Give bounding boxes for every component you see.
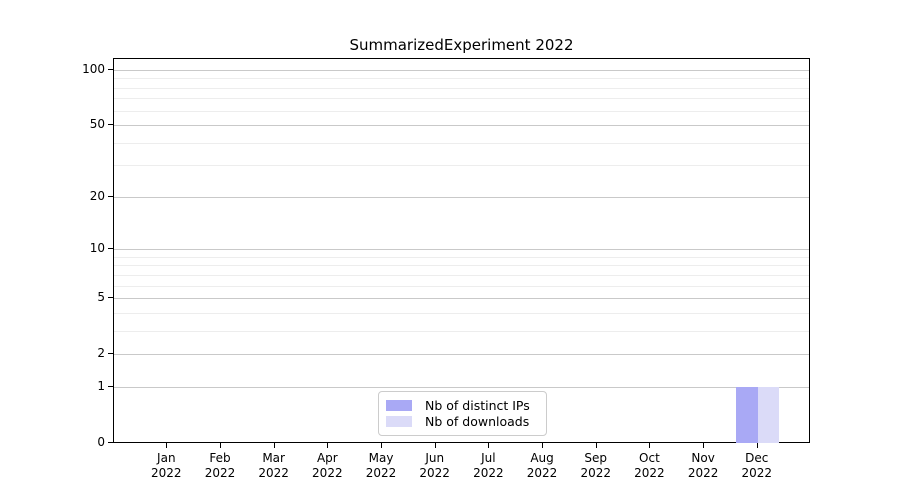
x-tick-jul	[488, 443, 490, 448]
x-tick-dec	[756, 443, 758, 448]
gridline-minor-9	[114, 256, 809, 258]
bar-dec-downloads	[757, 386, 780, 443]
bar-dec-distinct-ips	[736, 386, 758, 443]
x-tick-nov	[703, 443, 705, 448]
x-tick-label-mar: Mar 2022	[258, 451, 289, 480]
gridline-minor-8	[114, 265, 809, 267]
gridline-minor-4	[114, 312, 809, 314]
y-tick-label-1: 1	[97, 378, 105, 393]
y-tick-label-10: 10	[89, 241, 105, 256]
y-tick-label-5: 5	[97, 290, 105, 305]
distinct-ips-swatch	[386, 399, 412, 411]
x-tick-label-apr: Apr 2022	[312, 451, 343, 480]
x-tick-apr	[327, 443, 329, 448]
gridline-minor-6	[114, 285, 809, 287]
gridline-minor-7	[114, 274, 809, 276]
y-tick-20	[108, 195, 113, 197]
y-tick-2	[108, 353, 113, 355]
gridline-minor-90	[114, 78, 809, 80]
gridline-50	[114, 125, 809, 127]
gridline-10	[114, 249, 809, 251]
y-tick-label-100: 100	[82, 61, 105, 76]
gridline-20	[114, 196, 809, 198]
y-tick-label-0: 0	[97, 435, 105, 449]
x-tick-aug	[542, 443, 544, 448]
x-tick-feb	[219, 443, 221, 448]
gridline-minor-70	[114, 98, 809, 100]
gridline-minor-60	[114, 110, 809, 112]
x-tick-label-dec: Dec 2022	[741, 451, 773, 480]
plot-area	[113, 58, 810, 443]
y-tick-0	[108, 442, 113, 443]
x-tick-oct	[649, 443, 651, 448]
legend-item-downloads: Nb of downloads	[386, 414, 538, 430]
y-tick-label-20: 20	[89, 188, 105, 203]
downloads-label: Nb of downloads	[425, 414, 530, 430]
legend: Nb of distinct IPs Nb of downloads	[378, 391, 547, 436]
x-tick-jan	[166, 443, 168, 448]
x-tick-label-feb: Feb 2022	[204, 451, 236, 480]
x-tick-sep	[595, 443, 597, 448]
y-tick-10	[108, 248, 113, 250]
gridline-100	[114, 69, 809, 71]
downloads-swatch	[386, 416, 412, 428]
gridline-minor-40	[114, 142, 809, 144]
x-tick-label-jul: Jul 2022	[473, 451, 504, 480]
y-tick-label-2: 2	[97, 346, 105, 361]
legend-item-distinct-ips: Nb of distinct IPs	[386, 397, 538, 413]
x-tick-label-jan: Jan 2022	[151, 451, 182, 480]
y-tick-1	[108, 385, 113, 387]
x-tick-mar	[273, 443, 275, 448]
gridline-minor-30	[114, 165, 809, 167]
gridline-minor-80	[114, 87, 809, 89]
x-tick-label-may: May 2022	[365, 451, 397, 480]
y-tick-5	[108, 297, 113, 299]
x-tick-may	[381, 443, 383, 448]
y-tick-label-50: 50	[89, 117, 105, 132]
chart-title: SummarizedExperiment 2022	[349, 36, 574, 54]
gridline-2	[114, 354, 809, 356]
y-tick-50	[108, 124, 113, 126]
x-tick-label-nov: Nov 2022	[687, 451, 719, 480]
x-tick-jun	[434, 443, 436, 448]
distinct-ips-label: Nb of distinct IPs	[425, 397, 530, 413]
x-tick-label-sep: Sep 2022	[580, 451, 611, 480]
x-tick-label-jun: Jun 2022	[419, 451, 450, 480]
x-tick-label-oct: Oct 2022	[634, 451, 665, 480]
gridline-1	[114, 386, 809, 388]
x-tick-label-aug: Aug 2022	[526, 451, 558, 480]
y-tick-100	[108, 68, 113, 70]
gridline-5	[114, 298, 809, 300]
gridline-minor-3	[114, 330, 809, 332]
